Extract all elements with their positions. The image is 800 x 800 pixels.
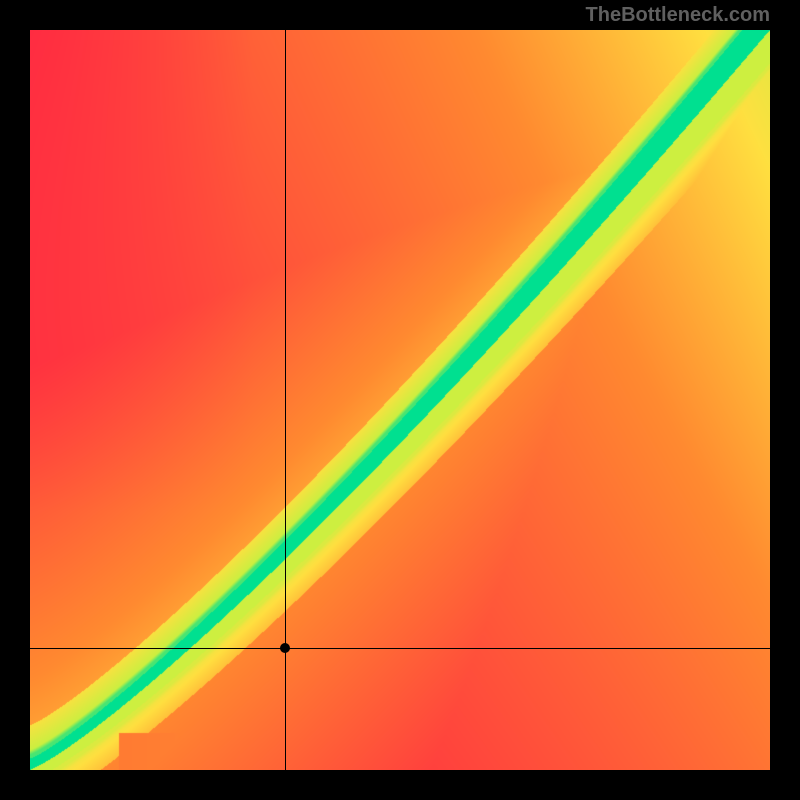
plot-area <box>30 30 770 770</box>
crosshair-marker <box>280 643 290 653</box>
root-container: TheBottleneck.com <box>0 0 800 800</box>
heatmap-canvas <box>30 30 770 770</box>
crosshair-horizontal <box>30 648 770 649</box>
crosshair-vertical <box>285 30 286 770</box>
watermark-text: TheBottleneck.com <box>586 4 770 27</box>
